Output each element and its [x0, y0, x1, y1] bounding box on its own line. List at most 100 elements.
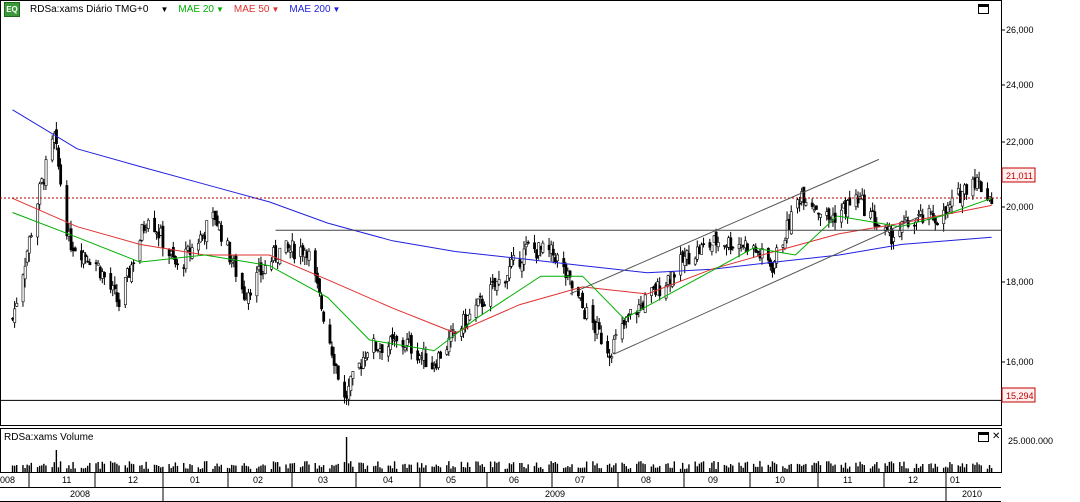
volume-bar	[638, 462, 639, 472]
volume-bar	[937, 467, 938, 472]
candle-body	[381, 345, 383, 353]
volume-bar	[421, 463, 422, 472]
volume-bar	[811, 465, 812, 472]
candle-body	[314, 251, 316, 276]
volume-bar	[262, 464, 263, 472]
candle-body	[256, 272, 258, 295]
candle-body	[498, 279, 500, 284]
volume-bar	[964, 467, 965, 472]
volume-bar	[170, 468, 171, 472]
candle-body	[913, 225, 915, 226]
month-label: 07	[575, 475, 585, 485]
volume-bar	[843, 468, 844, 472]
candle-body	[321, 296, 323, 309]
maximize-price-pane-icon[interactable]	[978, 4, 989, 14]
volume-bar	[43, 464, 44, 472]
volume-bar	[609, 464, 610, 472]
legend-mae20[interactable]: MAE 20 ▼	[178, 4, 224, 15]
candle-body	[893, 237, 895, 241]
chevron-down-icon[interactable]: ▼	[160, 5, 168, 14]
candle-body	[799, 203, 801, 204]
volume-bar	[116, 464, 117, 472]
volume-bar	[732, 465, 733, 472]
last-price-label: 21,011	[1006, 171, 1033, 181]
month-label: 01	[950, 475, 960, 485]
volume-bar	[542, 469, 543, 472]
volume-bar	[204, 461, 205, 472]
year-label: 2008	[70, 489, 90, 499]
volume-bar	[914, 468, 915, 472]
horizontal-levels	[0, 198, 1001, 400]
volume-bar	[323, 465, 324, 472]
volume-bar	[711, 463, 712, 472]
candle-body	[331, 347, 333, 355]
volume-bar	[607, 465, 608, 472]
candle-body	[250, 293, 252, 295]
volume-bar	[571, 464, 572, 472]
eq-icon[interactable]: EQ	[4, 2, 20, 17]
volume-bar	[175, 462, 176, 472]
candle-body	[688, 253, 690, 264]
low-price-label: 15,294	[1006, 391, 1034, 401]
volume-bar	[104, 464, 105, 472]
candle-body	[39, 184, 41, 204]
volume-bar	[550, 461, 551, 472]
candle-body	[396, 336, 398, 341]
time-axis-years: 2008 2009 2010	[70, 489, 982, 499]
volume-bar	[565, 467, 566, 472]
volume-bar	[966, 464, 967, 472]
volume-bar	[112, 463, 113, 472]
volume-bar	[945, 467, 946, 472]
candle-body	[732, 247, 734, 248]
candle-body	[556, 255, 558, 261]
volume-bar	[127, 468, 128, 472]
candle-body	[930, 211, 932, 212]
volume-bar	[189, 464, 190, 472]
candle-body	[406, 339, 408, 345]
volume-bar	[411, 465, 412, 472]
candle-body	[611, 357, 613, 358]
volume-bar	[319, 465, 320, 472]
volume-bar	[37, 467, 38, 472]
candle-body	[673, 275, 675, 278]
volume-bar	[553, 463, 554, 472]
volume-bar	[396, 469, 397, 472]
maximize-volume-pane-icon[interactable]	[978, 432, 989, 442]
volume-bar	[774, 463, 775, 472]
volume-bar	[987, 469, 988, 472]
candle-body	[700, 245, 702, 255]
legend-mae50[interactable]: MAE 50 ▼	[234, 4, 280, 15]
candle-body	[16, 303, 18, 306]
volume-bar	[519, 463, 520, 472]
volume-bar	[285, 464, 286, 472]
candle-body	[703, 244, 705, 245]
candle-body	[162, 226, 164, 248]
candle-body	[613, 339, 615, 353]
volume-bar	[388, 466, 389, 472]
candle-body	[308, 251, 310, 260]
volume-bar	[235, 466, 236, 472]
legend-mae200[interactable]: MAE 200 ▼	[289, 4, 340, 15]
candle-body	[920, 211, 922, 214]
volume-title[interactable]: RDSa:xams Volume	[4, 432, 93, 443]
volume-bar	[621, 463, 622, 472]
volume-bar	[682, 463, 683, 472]
price-tick: 24,000	[1006, 80, 1034, 90]
volume-bar	[363, 463, 364, 472]
volume-bar	[730, 464, 731, 472]
volume-bar	[826, 461, 827, 472]
volume-bar	[755, 467, 756, 472]
volume-bar	[275, 462, 276, 472]
volume-bar	[713, 461, 714, 472]
candle-body	[391, 335, 393, 339]
volume-bar	[893, 463, 894, 472]
close-volume-pane-icon[interactable]: ✕	[992, 432, 1000, 442]
volume-bar	[317, 469, 318, 472]
volume-bar	[845, 463, 846, 472]
candle-body	[805, 203, 807, 206]
month-label: 008	[0, 475, 15, 485]
chart-title[interactable]: RDSa:xams Diário TMG+0	[30, 4, 148, 15]
candle-body	[293, 244, 295, 259]
month-label: 02	[253, 475, 263, 485]
